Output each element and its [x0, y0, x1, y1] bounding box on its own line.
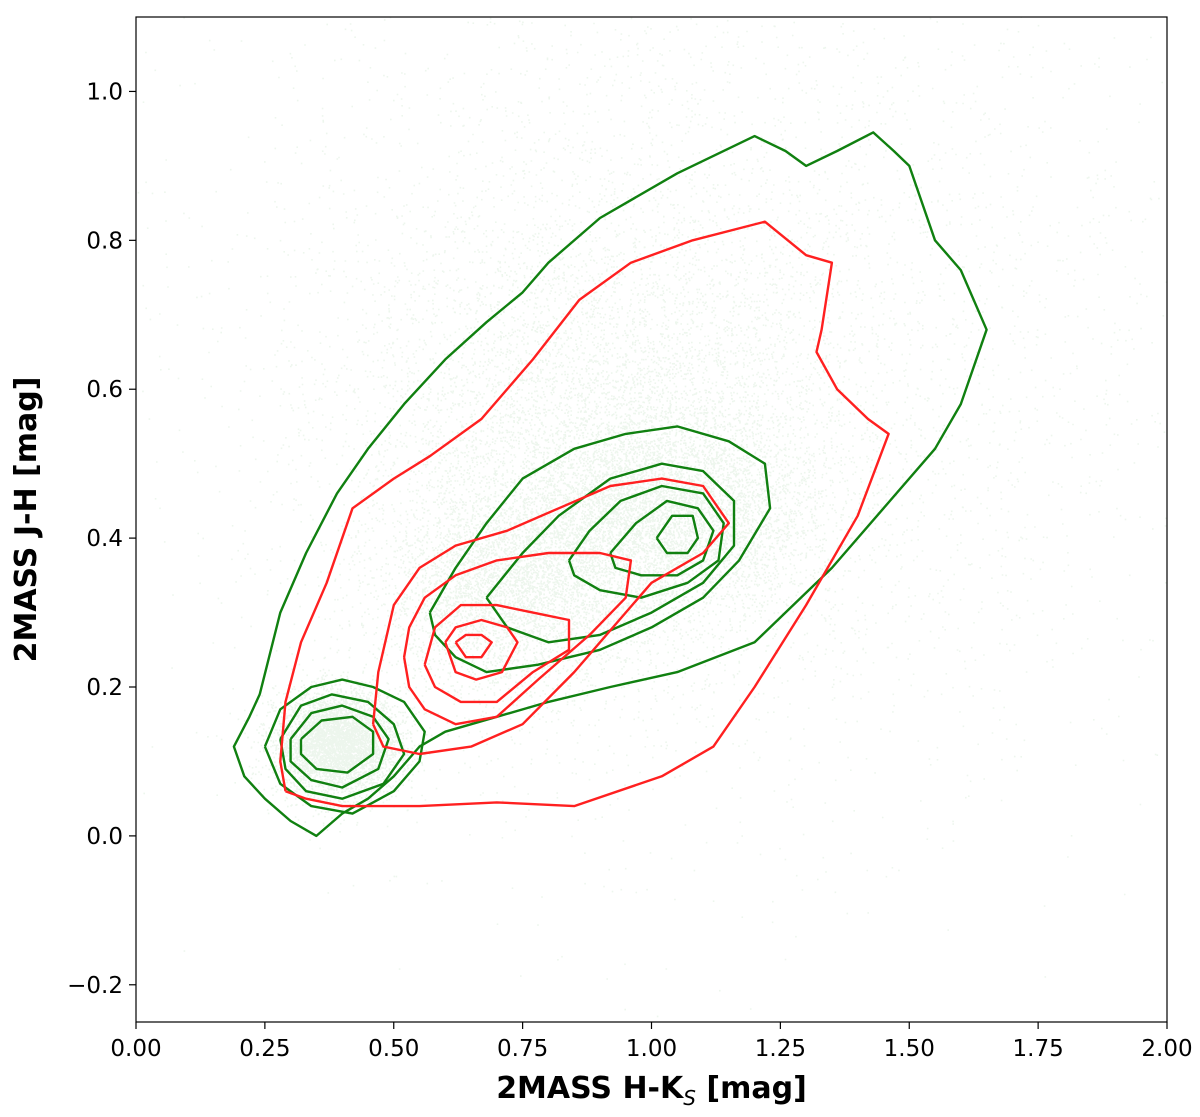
x-tick-label: 0.00: [110, 1036, 161, 1062]
y-axis-label: 2MASS J-H [mag]: [9, 377, 44, 663]
green-contour-line: [485, 462, 736, 644]
y-axis-ticks: −0.2 0.0 0.2 0.4 0.6 0.8 1.0: [67, 79, 136, 999]
green-contour-line: [279, 693, 406, 800]
x-tick-label: 0.25: [239, 1036, 290, 1062]
red-contour-line: [371, 477, 730, 756]
y-tick-label: 0.6: [86, 377, 123, 403]
plot-frame: [135, 16, 1168, 1023]
y-tick-label: 0.0: [86, 824, 123, 850]
x-axis-ticks: 0.00 0.25 0.50 0.75 1.00 1.25 1.50 1.75 2.00: [110, 1022, 1193, 1062]
x-axis-label: 2MASS H-KS [mag]: [496, 1071, 807, 1110]
x-tick-label: 0.50: [368, 1036, 419, 1062]
y-tick-label: 0.4: [86, 526, 123, 552]
green-contour-line: [655, 514, 700, 555]
x-tick-label: 0.75: [497, 1036, 548, 1062]
green-contour-line: [263, 678, 426, 815]
red-contour-line: [454, 633, 493, 659]
green-contour-line: [232, 131, 988, 838]
green-contour-line: [299, 715, 375, 774]
x-tick-label: 1.75: [1013, 1036, 1064, 1062]
y-tick-label: 0.2: [86, 675, 123, 701]
x-tick-label: 1.25: [755, 1036, 806, 1062]
x-tick-label: 2.00: [1141, 1036, 1192, 1062]
red-contour-line: [279, 220, 890, 808]
y-tick-label: 1.0: [86, 79, 123, 105]
x-tick-label: 1.00: [626, 1036, 677, 1062]
red-contour-line: [423, 603, 571, 704]
green-contour-line: [567, 484, 725, 599]
y-tick-label: −0.2: [67, 973, 123, 999]
green-contour-line: [428, 425, 772, 674]
y-tick-label: 0.8: [86, 228, 123, 254]
red-contour-line: [402, 551, 633, 726]
green-contour-line: [289, 704, 390, 789]
contour-lines: [232, 131, 988, 838]
x-tick-label: 1.50: [884, 1036, 935, 1062]
red-contour-line: [444, 618, 519, 681]
